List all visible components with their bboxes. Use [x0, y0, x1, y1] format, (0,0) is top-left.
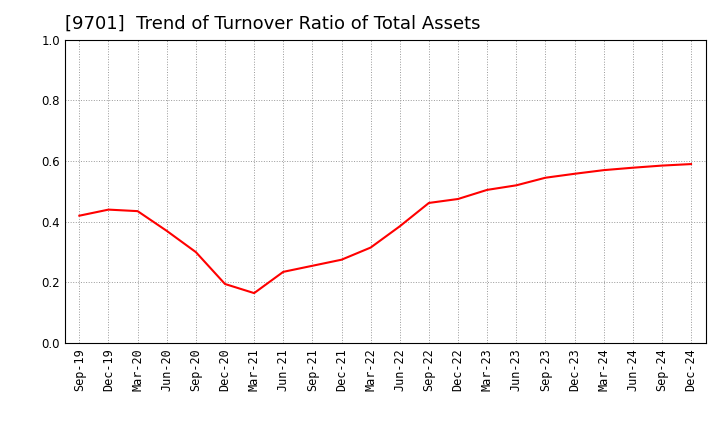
Text: [9701]  Trend of Turnover Ratio of Total Assets: [9701] Trend of Turnover Ratio of Total … — [65, 15, 480, 33]
